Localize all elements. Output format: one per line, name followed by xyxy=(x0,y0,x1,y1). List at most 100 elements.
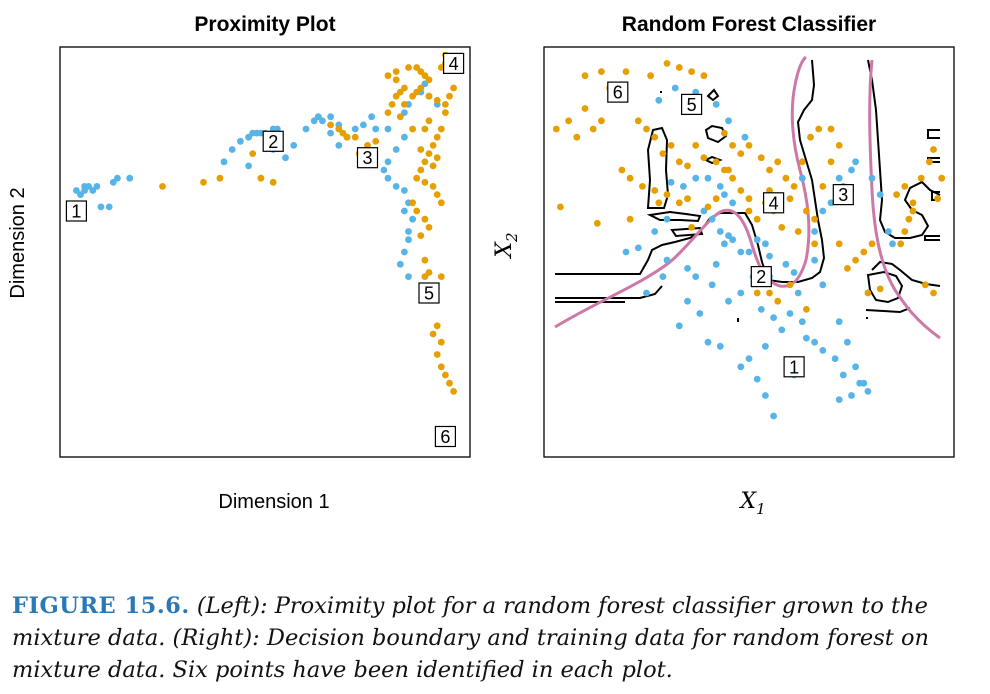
left-series1-point-32 xyxy=(450,84,457,92)
right-series1-point-32 xyxy=(757,154,765,162)
right-series0-point-72 xyxy=(864,388,872,395)
left-series0-point-36 xyxy=(360,121,367,129)
right-series1-point-28 xyxy=(712,158,720,166)
right-series0-point-52 xyxy=(786,310,794,317)
left-series1-point-2 xyxy=(216,174,224,182)
right-series1-point-40 xyxy=(827,125,835,133)
left-series0-point-26 xyxy=(302,125,310,133)
right-series1-point-41 xyxy=(835,142,843,149)
right-series1-point-3 xyxy=(581,105,589,112)
left-marker-box-1 xyxy=(65,200,88,222)
right-series0-point-43 xyxy=(876,191,884,199)
left-series0-point-21 xyxy=(273,125,281,133)
right-series0-point-56 xyxy=(819,347,827,354)
right-x-axis-label: X1 xyxy=(738,489,765,518)
left-series1-point-36 xyxy=(429,142,437,149)
right-series1-point-35 xyxy=(782,174,790,182)
right-series0-point-64 xyxy=(704,338,712,346)
right-series0-point-59 xyxy=(848,392,855,399)
right-series0-point-85 xyxy=(856,379,864,387)
right-marker-box-5 xyxy=(680,93,703,116)
left-series0-point-55 xyxy=(405,228,412,235)
left-series0-point-12 xyxy=(220,158,228,166)
right-series0-point-46 xyxy=(675,322,683,330)
right-series1-point-26 xyxy=(692,142,700,149)
right-series0-point-26 xyxy=(663,256,671,264)
left-series0-point-8 xyxy=(105,203,113,211)
right-series1-point-57 xyxy=(684,195,691,203)
right-series0-point-32 xyxy=(790,269,798,276)
left-series1-point-58 xyxy=(429,330,437,338)
left-series0-point-30 xyxy=(327,113,334,121)
x2-subscript: 2 xyxy=(503,232,521,243)
right-series0-point-20 xyxy=(729,236,736,244)
left-series1-point-55 xyxy=(425,269,433,276)
right-series0-point-58 xyxy=(839,371,847,379)
left-series1-point-3 xyxy=(249,150,257,158)
right-series0-point-63 xyxy=(770,412,777,420)
left-series0-point-33 xyxy=(335,142,343,149)
right-series0-point-75 xyxy=(819,281,827,289)
left-series0-point-7 xyxy=(97,203,105,211)
left-marker-label-5: 5 xyxy=(424,284,434,304)
right-series0-point-80 xyxy=(684,297,691,305)
left-series1-point-19 xyxy=(392,76,400,84)
right-series1-point-81 xyxy=(909,207,917,215)
left-series0-point-6 xyxy=(81,183,88,190)
right-series1-point-67 xyxy=(835,240,843,248)
right-series1-point-58 xyxy=(639,183,646,190)
left-series1-point-43 xyxy=(433,191,441,199)
right-series0-point-27 xyxy=(684,265,691,272)
right-series1-point-33 xyxy=(766,166,773,174)
left-series0-point-39 xyxy=(384,125,392,133)
left-series1-point-33 xyxy=(442,109,449,116)
right-series1-point-69 xyxy=(852,256,859,264)
right-series0-point-53 xyxy=(798,318,806,326)
left-marker-box-4 xyxy=(443,52,465,75)
right-series1-point-42 xyxy=(827,158,835,166)
right-series0-point-19 xyxy=(721,240,728,248)
left-series0-point-38 xyxy=(372,125,380,133)
right-marker-box-6 xyxy=(607,81,629,103)
right-series1-point-84 xyxy=(930,146,937,153)
right-series0-point-21 xyxy=(753,236,761,244)
left-series1-point-35 xyxy=(433,133,441,141)
right-series0-point-73 xyxy=(844,338,851,346)
left-series0-point-58 xyxy=(396,260,404,268)
left-series0-point-24 xyxy=(282,154,289,162)
left-x-axis-label: Dimension 1 xyxy=(218,491,329,513)
right-series1-point-44 xyxy=(803,207,810,215)
right-series1-point-83 xyxy=(926,158,933,166)
right-marker-label-5: 5 xyxy=(687,95,697,115)
right-series1-point-61 xyxy=(651,187,659,194)
right-series0-point-41 xyxy=(852,158,859,166)
rf-boundary-right-ticks-1 xyxy=(927,129,940,139)
left-series1-point-42 xyxy=(429,183,437,190)
left-series1-point-61 xyxy=(433,351,441,358)
right-series1-point-70 xyxy=(860,248,868,256)
right-series0-point-47 xyxy=(696,310,704,317)
right-series1-point-31 xyxy=(745,142,753,149)
rf-boundary-island-4 xyxy=(703,155,723,165)
left-series1-point-72 xyxy=(401,101,408,108)
right-series0-point-83 xyxy=(659,273,667,280)
right-series1-point-76 xyxy=(803,306,810,313)
right-series1-point-6 xyxy=(581,72,589,80)
right-series1-point-19 xyxy=(634,117,642,125)
left-marker-label-3: 3 xyxy=(362,148,372,168)
right-series0-point-34 xyxy=(811,228,818,235)
left-series1-point-64 xyxy=(446,379,453,387)
left-marker-box-5 xyxy=(418,282,440,304)
left-series1-point-60 xyxy=(437,338,445,346)
right-series1-point-43 xyxy=(819,183,827,190)
left-marker-label-2: 2 xyxy=(268,132,278,152)
right-series1-point-78 xyxy=(897,240,905,248)
right-marker-label-4: 4 xyxy=(769,193,779,213)
left-series0-point-54 xyxy=(409,215,416,223)
right-series0-point-25 xyxy=(766,252,773,260)
right-marker-label-2: 2 xyxy=(756,267,766,287)
right-series0-point-8 xyxy=(692,174,700,182)
right-series1-point-90 xyxy=(876,285,884,293)
left-series1-point-63 xyxy=(442,371,449,379)
right-series1-point-17 xyxy=(688,68,695,75)
